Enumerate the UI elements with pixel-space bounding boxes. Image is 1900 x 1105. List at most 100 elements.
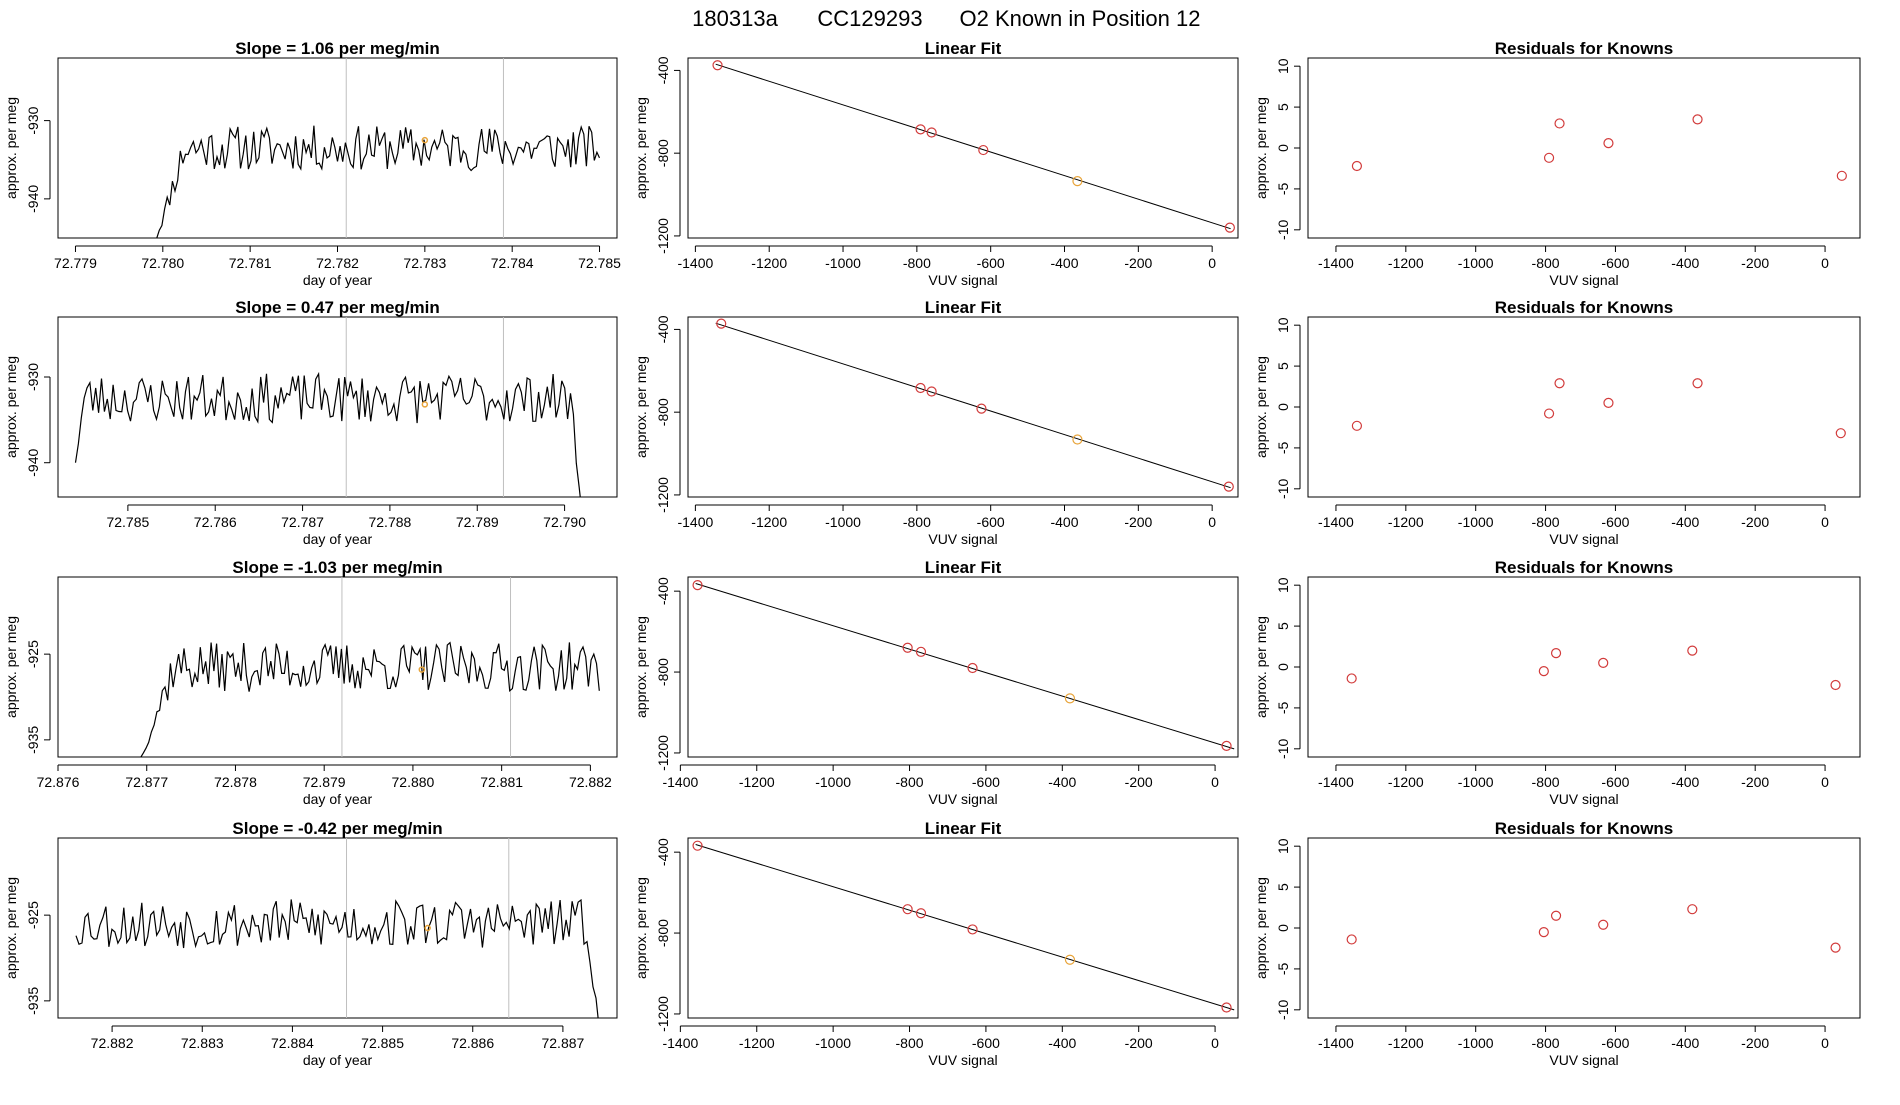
x-tick-label: 0: [1821, 255, 1829, 271]
fit-line: [695, 843, 1235, 1011]
x-tick-label: -400: [1050, 514, 1078, 530]
x-tick-label: -1200: [1388, 255, 1424, 271]
highlight-point: [418, 666, 426, 673]
y-tick-label: 5: [1275, 883, 1291, 891]
x-tick-label: 72.786: [194, 514, 237, 530]
x-tick-label: -1200: [751, 514, 787, 530]
fit-line: [715, 63, 1231, 230]
x-tick-label: -1000: [1458, 514, 1494, 530]
x-tick-label: -1400: [662, 1035, 698, 1051]
x-tick-label: 72.884: [271, 1035, 314, 1051]
data-point: [915, 908, 927, 919]
x-tick-label: 72.878: [214, 774, 257, 790]
data-series-line: [156, 125, 601, 238]
y-tick-label: 5: [1275, 362, 1291, 370]
data-point: [1692, 378, 1703, 389]
x-tick-label: -200: [1125, 774, 1153, 790]
data-point: [902, 904, 913, 915]
chart-title: Linear Fit: [925, 298, 1002, 317]
data-point: [1554, 118, 1565, 129]
data-point: [1346, 673, 1357, 684]
x-tick-label: 72.784: [491, 255, 534, 271]
x-tick-label: 72.780: [141, 255, 184, 271]
chart-title: Residuals for Knowns: [1495, 39, 1674, 58]
panel-1-1: Linear Fit -1400 -1200 -1000 -800 -600 -400 -20…: [633, 298, 1239, 547]
data-point: [967, 924, 978, 935]
y-tick-label: -400: [655, 838, 671, 866]
x-tick-label: 72.787: [281, 514, 324, 530]
x-tick-label: -1400: [677, 514, 713, 530]
x-tick-label: -800: [896, 1035, 924, 1051]
x-axis-label: VUV signal: [1549, 791, 1618, 807]
x-tick-label: 0: [1211, 1035, 1219, 1051]
x-tick-label: -1000: [815, 774, 851, 790]
panel-0-1: Linear Fit -1400 -1200 -1000 -800 -600 -400 -20…: [633, 39, 1239, 288]
y-axis-label: approx. per meg: [3, 356, 19, 458]
data-point: [1223, 481, 1234, 492]
x-tick-label: 0: [1821, 774, 1829, 790]
chart-title: Linear Fit: [925, 819, 1002, 838]
x-tick-label: -800: [903, 514, 931, 530]
x-tick-label: -1000: [1458, 1035, 1494, 1051]
fit-line: [695, 582, 1235, 750]
y-tick-label: 10: [1275, 317, 1291, 333]
y-axis-label: approx. per meg: [1253, 877, 1269, 979]
x-tick-label: -600: [1601, 1035, 1629, 1051]
y-tick-label: -930: [25, 363, 41, 391]
data-point: [915, 124, 926, 135]
x-tick-label: -1400: [1318, 255, 1354, 271]
data-point: [1550, 647, 1562, 659]
data-point: [1224, 222, 1235, 233]
plot-frame: [1307, 837, 1861, 1019]
plot-frame: [1307, 316, 1861, 498]
plot-frame: [687, 837, 1239, 1019]
header-description: O2 Known in Position 12: [960, 6, 1201, 31]
x-tick-label: -400: [1671, 774, 1699, 790]
chart-title: Slope = 0.47 per meg/min: [235, 298, 440, 317]
data-point: [1221, 1002, 1232, 1013]
data-point: [1687, 904, 1698, 915]
y-tick-label: -10: [1275, 478, 1291, 498]
x-tick-label: -1400: [1318, 514, 1354, 530]
x-tick-label: -200: [1124, 255, 1152, 271]
plot-frame: [1307, 576, 1861, 758]
x-tick-label: -800: [896, 774, 924, 790]
y-tick-label: 0: [1275, 663, 1291, 671]
header-date: 180313a: [692, 6, 778, 31]
x-axis-label: day of year: [303, 272, 373, 288]
x-tick-label: -1000: [825, 514, 861, 530]
y-tick-label: 5: [1275, 622, 1291, 630]
highlight-point: [1064, 954, 1076, 965]
y-axis-label: approx. per meg: [3, 97, 19, 199]
x-tick-label: 72.880: [392, 774, 435, 790]
y-tick-label: -1200: [655, 996, 671, 1032]
y-tick-label: -10: [1275, 738, 1291, 758]
highlight-point: [1064, 693, 1076, 704]
panel-2-0: Slope = -1.03 per meg/min 72.876 72.877 72.…: [3, 558, 618, 807]
data-point: [1346, 934, 1357, 945]
y-axis-label: approx. per meg: [1253, 616, 1269, 718]
x-axis-label: VUV signal: [1549, 272, 1618, 288]
series-group: [74, 371, 581, 497]
plot-frame: [57, 316, 618, 498]
panel-2-2: Residuals for Knowns-1400 -1200 -1000 -800-…: [1253, 558, 1861, 807]
data-point: [1603, 397, 1614, 409]
x-axis-label: VUV signal: [1549, 531, 1618, 547]
y-tick-label: -1200: [655, 477, 671, 513]
x-tick-label: -600: [977, 514, 1005, 530]
y-axis-label: approx. per meg: [633, 356, 649, 458]
data-point: [692, 579, 703, 591]
panel-0-0: Slope = 1.06 per meg/min 72.779 72.780 72.7…: [3, 39, 621, 288]
chart-title: Slope = -0.42 per meg/min: [232, 819, 442, 838]
x-axis-label: day of year: [303, 1052, 373, 1068]
y-tick-label: -10: [1275, 219, 1291, 239]
y-tick-label: 0: [1275, 403, 1291, 411]
x-tick-label: -200: [1741, 774, 1769, 790]
y-tick-label: -400: [655, 315, 671, 343]
y-tick-label: -10: [1275, 999, 1291, 1019]
x-axis-label: VUV signal: [928, 1052, 997, 1068]
panel-1-2: Residuals for Knowns-1400 -1200 -1000 -800-…: [1253, 298, 1861, 547]
x-tick-label: -400: [1048, 1035, 1076, 1051]
y-tick-label: -800: [655, 139, 671, 167]
